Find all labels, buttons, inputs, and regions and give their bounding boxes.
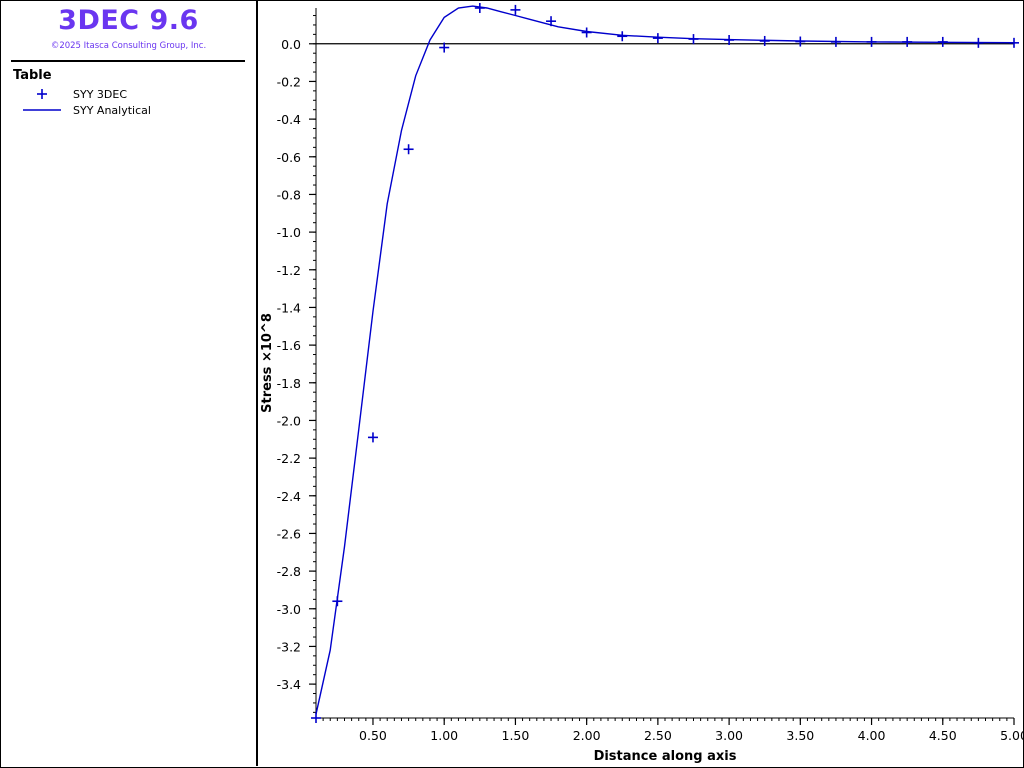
app-title: 3DEC 9.6 [58,5,199,36]
syy-3dec-point [311,713,321,723]
copyright-notice: ©2025 Itasca Consulting Group, Inc. [50,41,207,51]
plus-marker-icon [37,89,47,99]
syy-3dec-point [937,36,948,47]
syy-3dec-point [652,33,663,44]
syy-3dec-point [724,35,735,46]
syy-3dec-point [830,36,841,47]
syy-3dec-point [367,432,378,443]
x-tick-label: 2.00 [573,728,601,743]
y-tick-label: -0.2 [277,74,301,89]
y-tick-label: -1.2 [277,263,301,278]
y-tick-label: -1.6 [277,338,301,353]
x-tick-label: 4.50 [929,728,957,743]
y-tick-label: -2.2 [277,451,301,466]
y-tick-group: 0.0 -0.2 -0.4 -0.6 -0.8 -1.0 -1.2 -1.4 -1.6 -1.8 -… [277,15,316,713]
syy-3dec-point [581,27,592,38]
y-tick-label: -0.8 [277,187,301,202]
syy-3dec-point [902,36,913,47]
y-tick-label: -3.2 [277,639,301,654]
syy-3dec-point [795,36,806,47]
syy-3dec-point [332,596,343,607]
syy-3dec-point [866,36,877,47]
legend-item-label: SYY 3DEC [73,88,128,101]
x-tick-label: 4.00 [858,728,886,743]
syy-3dec-point [439,42,450,53]
y-tick-label: -2.0 [277,413,301,428]
y-tick-label: -2.8 [277,564,301,579]
syy-3dec-point [617,31,628,42]
y-tick-label: 0.0 [281,37,301,52]
y-tick-label: -3.0 [277,602,301,617]
syy-3dec-point [474,3,485,13]
syy-3dec-point [688,34,699,45]
legend-item-label: SYY Analytical [73,104,151,117]
syy-3dec-point [1009,37,1019,48]
syy-3dec-point [510,4,521,15]
line-swatch-icon [23,109,61,111]
legend-item-syy-3dec[interactable]: SYY 3DEC [13,87,243,103]
legend-item-syy-analytical[interactable]: SYY Analytical [13,103,243,119]
x-axis-title: Distance along axis [594,749,737,764]
syy-3dec-markers [311,3,1019,723]
y-tick-label: -0.6 [277,150,301,165]
x-tick-label: 5.00 [1000,728,1024,743]
legend-panel: 3DEC 9.6 ©2025 Itasca Consulting Group, … [1,1,258,766]
y-tick-label: -1.0 [277,225,301,240]
x-tick-label: 1.00 [430,728,458,743]
syy-3dec-point [759,35,770,46]
y-tick-label: -2.6 [277,526,301,541]
y-axis-title: Stress ×10^8 [260,313,275,413]
x-tick-label: 0.50 [359,728,387,743]
y-tick-label: -1.8 [277,376,301,391]
x-tick-group: 0.50 1.00 1.50 2.00 2.50 3.00 3.50 4.00 4.50 5.00 [315,718,1024,743]
y-tick-label: -3.4 [277,677,301,692]
legend-heading: Table [13,68,52,83]
x-tick-label: 2.50 [644,728,672,743]
y-tick-label: -0.4 [277,112,301,127]
x-tick-label: 3.00 [715,728,743,743]
x-tick-label: 1.50 [502,728,530,743]
syy-3dec-point [546,16,557,27]
x-tick-label: 3.50 [786,728,814,743]
y-tick-label: -1.4 [277,300,301,315]
title-divider [11,60,245,62]
syy-analytical-line [315,5,1015,715]
y-tick-label: -2.4 [277,489,301,504]
syy-3dec-point [403,144,414,155]
syy-3dec-point [973,37,984,48]
